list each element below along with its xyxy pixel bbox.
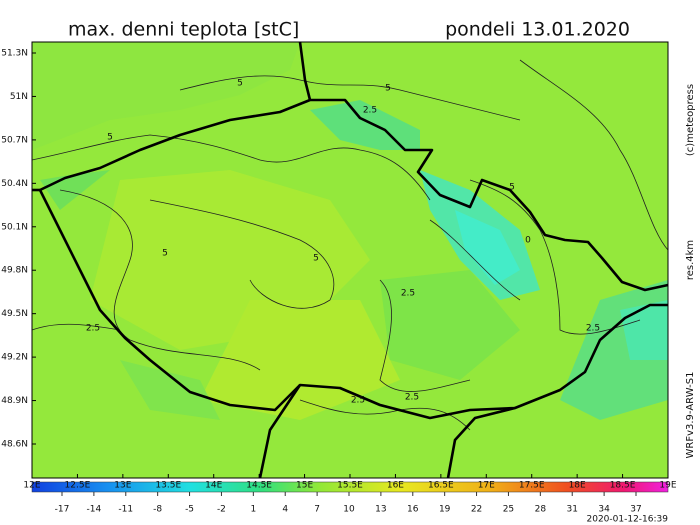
lat-label: 48.6N	[1, 440, 28, 450]
timestamp: 2020-01-12-16:39	[587, 515, 669, 525]
contour-label: 2.5	[405, 393, 419, 403]
lat-label: 51.3N	[1, 49, 28, 59]
colorbar-label: -11	[118, 505, 133, 515]
contour-label: 0	[525, 236, 531, 246]
contour-label: 2.5	[586, 324, 600, 334]
contour-label: 5	[237, 79, 243, 89]
colorbar-label: 22	[471, 505, 482, 515]
contour-label: 2.5	[401, 289, 415, 299]
lon-label: 13.5E	[155, 481, 181, 491]
colorbar-label: 19	[439, 505, 451, 515]
lon-label: 15.5E	[337, 481, 363, 491]
contour-label: 5	[162, 249, 168, 259]
colorbar-label: 37	[630, 505, 641, 515]
contour-label: 2.5	[86, 324, 100, 334]
borders	[32, 41, 669, 479]
colorbar-label: 16	[407, 505, 419, 515]
lon-label: 16.5E	[428, 481, 454, 491]
lon-label: 17.5E	[519, 481, 545, 491]
contour-label: 5	[385, 84, 391, 94]
lat-label: 50.7N	[1, 135, 28, 145]
lon-label: 14.5E	[246, 481, 272, 491]
copyright: (c)meteopress	[685, 84, 696, 156]
contour-label: 5	[107, 133, 113, 143]
lon-label: 14E	[205, 481, 222, 491]
colorbar-label: -14	[87, 505, 102, 515]
colorbar-label: -5	[185, 505, 194, 515]
map-title: max. denni teplota [stC]	[68, 19, 299, 41]
contour-label: 2.5	[351, 396, 365, 406]
lon-label: 15E	[296, 481, 313, 491]
colorbar-label: -2	[217, 505, 226, 515]
lon-label: 18E	[569, 481, 586, 491]
contour-label: 5	[509, 183, 515, 193]
lat-label: 49.5N	[1, 309, 28, 319]
colorbar-label: 34	[598, 505, 610, 515]
colorbar-label: -8	[153, 505, 162, 515]
contour-label: 5	[313, 254, 319, 264]
colorbar-label: 10	[343, 505, 355, 515]
colorbar-label: 28	[535, 505, 547, 515]
colorbar-label: 1	[250, 505, 256, 515]
lon-label: 13E	[114, 481, 131, 491]
model-name: WRFv3.9-ARW-S1	[685, 372, 696, 459]
lon-label: 12.5E	[65, 481, 91, 491]
map-field	[32, 42, 668, 478]
lon-label: 16E	[387, 481, 404, 491]
colorbar	[31, 481, 669, 493]
lon-label: 17E	[478, 481, 495, 491]
colorbar-label: -17	[55, 505, 70, 515]
lat-label: 49.2N	[1, 353, 28, 363]
lat-label: 51N	[10, 92, 28, 102]
colorbar-label: 13	[375, 505, 386, 515]
lon-label: 19E	[659, 481, 676, 491]
contour-label: 2.5	[363, 106, 377, 116]
lat-label: 48.9N	[1, 396, 28, 406]
resolution: res.4km	[685, 240, 696, 280]
lat-label: 50.4N	[1, 179, 28, 189]
colorbar-label: 25	[503, 505, 514, 515]
colorbar-label: 7	[314, 505, 320, 515]
lon-label: 18.5E	[610, 481, 636, 491]
map-date: pondeli 13.01.2020	[445, 19, 630, 41]
lat-label: 50.1N	[1, 222, 28, 232]
colorbar-label: 31	[566, 505, 577, 515]
colorbar-label: 4	[282, 505, 288, 515]
lon-label: 12E	[23, 481, 40, 491]
lat-label: 49.8N	[1, 266, 28, 276]
